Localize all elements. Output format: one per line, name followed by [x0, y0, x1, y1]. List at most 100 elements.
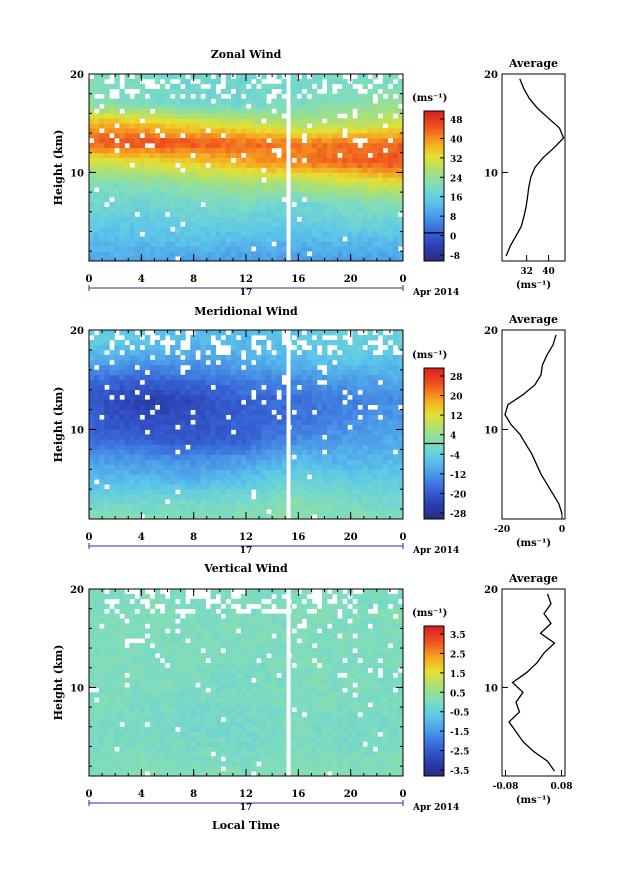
heatmap-cell — [134, 379, 141, 386]
heatmap-cell — [311, 439, 318, 445]
heatmap-cell — [99, 152, 105, 158]
heatmap-cell — [134, 374, 141, 381]
heatmap-cell — [119, 479, 125, 485]
heatmap-cell — [397, 479, 404, 485]
heatmap-cell — [382, 201, 389, 208]
heatmap-cell — [246, 409, 252, 415]
heatmap-cell — [276, 349, 282, 356]
heatmap-field — [89, 74, 404, 262]
heatmap-cell — [392, 201, 399, 208]
heatmap-cell — [99, 379, 105, 386]
heatmap-cell — [387, 211, 394, 218]
heatmap-cell — [180, 359, 186, 366]
heatmap-cell — [114, 236, 120, 242]
heatmap-cell — [200, 216, 206, 222]
heatmap-cell — [124, 424, 130, 430]
heatmap-cell — [119, 469, 125, 475]
heatmap-cell — [225, 103, 232, 109]
heatmap-cell — [119, 509, 125, 515]
heatmap-cell — [246, 464, 252, 470]
heatmap-cell — [114, 702, 120, 708]
heatmap-cell — [276, 74, 282, 80]
heatmap-cell — [322, 192, 328, 198]
heatmap-cell — [119, 344, 125, 351]
heatmap-cell — [276, 434, 282, 440]
heatmap-cell — [205, 494, 211, 500]
heatmap-cell — [190, 379, 196, 386]
heatmap-cell — [185, 379, 191, 386]
heatmap-cell — [230, 172, 237, 178]
colorbar-unit: (ms⁻¹) — [412, 350, 447, 361]
heatmap-cell — [89, 369, 95, 376]
heatmap-cell — [175, 399, 181, 405]
heatmap-cell — [159, 434, 166, 440]
heatmap-cell — [251, 424, 257, 430]
heatmap-cell — [190, 489, 196, 495]
heatmap-cell — [357, 74, 363, 80]
heatmap-cell — [251, 464, 257, 470]
heatmap-cell — [215, 409, 222, 415]
heatmap-cell — [392, 479, 399, 485]
heatmap-cell — [220, 474, 227, 480]
heatmap-cell — [154, 444, 161, 450]
heatmap-cell — [139, 93, 146, 99]
heatmap-cell — [99, 509, 105, 515]
heatmap-cell — [387, 152, 394, 158]
heatmap-cell — [327, 479, 333, 485]
heatmap-cell — [170, 384, 176, 391]
heatmap-cell — [124, 231, 130, 237]
heatmap-cell — [337, 138, 343, 144]
heatmap-cell — [200, 172, 206, 178]
heatmap-cell — [347, 133, 353, 139]
heatmap-cell — [240, 434, 247, 440]
colorbar-step — [424, 501, 444, 505]
heatmap-cell — [367, 469, 373, 475]
heatmap-cell — [240, 177, 247, 183]
heatmap-cell — [129, 474, 135, 480]
heatmap-cell — [372, 142, 379, 149]
heatmap-cell — [104, 593, 110, 600]
heatmap-cell — [387, 216, 394, 222]
heatmap-cell — [89, 251, 95, 257]
heatmap-cell — [397, 128, 404, 134]
heatmap-cell — [99, 593, 105, 600]
heatmap-cell — [215, 147, 222, 154]
heatmap-cell — [246, 504, 252, 510]
heatmap-cell — [306, 236, 313, 242]
heatmap-cell — [256, 384, 262, 391]
heatmap-cell — [175, 389, 181, 396]
heatmap-cell — [296, 162, 303, 168]
heatmap-cell — [114, 449, 120, 455]
heatmap-cell — [382, 434, 389, 440]
heatmap-cell — [144, 133, 151, 139]
heatmap-cell — [372, 414, 379, 420]
heatmap-cell — [271, 128, 277, 134]
heatmap-cell — [225, 256, 232, 262]
heatmap-cell — [291, 133, 298, 139]
heatmap-cell — [261, 192, 267, 198]
heatmap-cell — [372, 479, 379, 485]
heatmap-cell — [367, 93, 373, 99]
heatmap-cell — [205, 339, 211, 346]
heatmap-cell — [134, 93, 141, 99]
heatmap-cell — [316, 138, 323, 144]
heatmap-cell — [170, 434, 176, 440]
heatmap-cell — [261, 133, 267, 139]
heatmap-cell — [316, 206, 323, 213]
heatmap-cell — [377, 93, 384, 99]
heatmap-cell — [240, 469, 247, 475]
heatmap-cell — [377, 133, 384, 139]
heatmap-cell — [337, 469, 343, 475]
heatmap-cell — [266, 394, 272, 401]
heatmap-cell — [230, 118, 237, 124]
heatmap-cell — [170, 128, 176, 134]
heatmap-cell — [190, 187, 196, 193]
heatmap-cell — [362, 364, 368, 371]
heatmap-cell — [134, 509, 141, 515]
heatmap-cell — [119, 766, 125, 772]
heatmap-cell — [342, 504, 348, 510]
heatmap-cell — [372, 469, 379, 475]
heatmap-cell — [154, 216, 161, 222]
heatmap-cell — [215, 246, 222, 252]
